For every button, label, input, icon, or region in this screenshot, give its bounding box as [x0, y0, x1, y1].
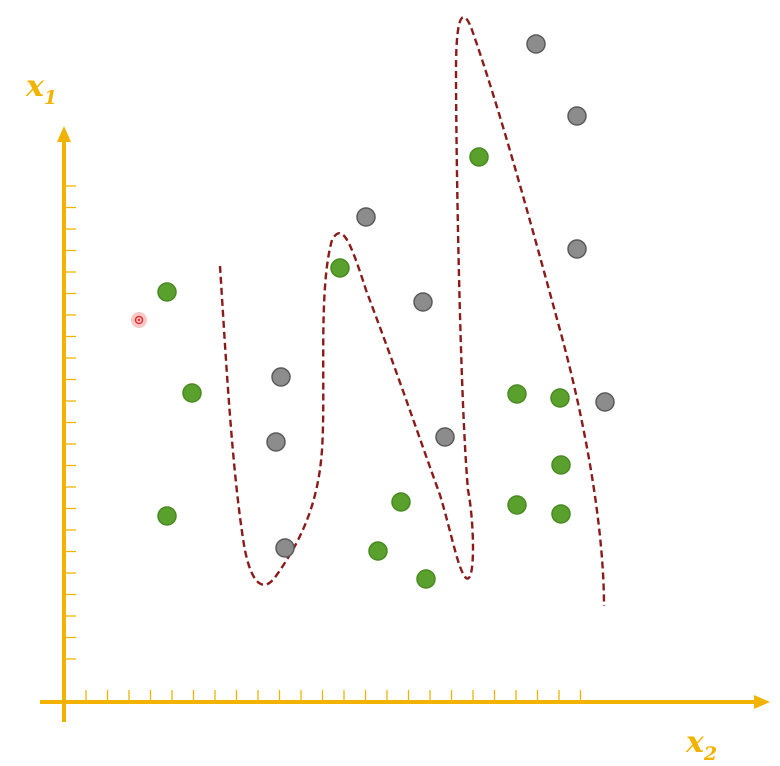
green-point	[550, 388, 570, 408]
gray-point	[526, 34, 546, 54]
gray-point	[595, 392, 615, 412]
x-axis-arrow-icon	[754, 695, 770, 709]
y-axis-label-subscript: 1	[44, 87, 57, 109]
green-point	[507, 495, 527, 515]
gray-point	[275, 538, 295, 558]
x-axis-label: x2	[685, 725, 717, 765]
green-point	[469, 147, 489, 167]
green-point	[157, 282, 177, 302]
decision-boundary	[218, 16, 606, 607]
gray-point	[271, 367, 291, 387]
y-axis-label: x1	[25, 69, 57, 109]
gray-point	[567, 239, 587, 259]
green-point	[368, 541, 388, 561]
green-point	[391, 492, 411, 512]
gray-point	[266, 432, 286, 452]
green-point	[551, 455, 571, 475]
gray-point	[413, 292, 433, 312]
cursor-icon	[131, 312, 147, 328]
y-axis-arrow-icon	[57, 126, 71, 142]
green-point	[507, 384, 527, 404]
green-point	[416, 569, 436, 589]
gray-point	[435, 427, 455, 447]
data-points	[157, 34, 615, 589]
green-point	[551, 504, 571, 524]
green-point	[157, 506, 177, 526]
green-point	[182, 383, 202, 403]
green-point	[330, 258, 350, 278]
x-axis-label-subscript: 2	[703, 743, 717, 765]
gray-point	[567, 106, 587, 126]
gray-point	[356, 207, 376, 227]
